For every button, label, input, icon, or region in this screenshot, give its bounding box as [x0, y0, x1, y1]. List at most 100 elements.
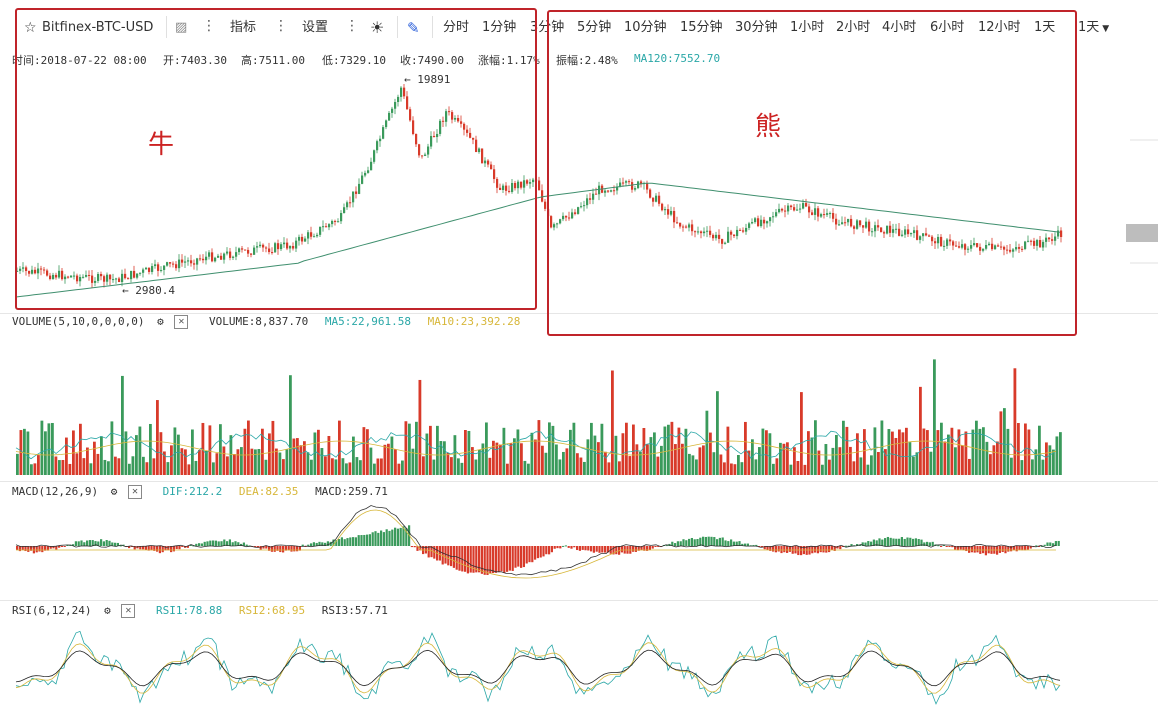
candle-body: [283, 242, 286, 245]
volume-bar: [219, 424, 222, 475]
volume-bar: [236, 449, 240, 475]
macd-bar: [548, 546, 551, 555]
candle-body: [745, 227, 748, 232]
right-axis: [1126, 139, 1158, 264]
candle-body: [661, 203, 664, 211]
candle-body: [457, 117, 460, 122]
interval-4h[interactable]: 4小时: [882, 20, 917, 35]
volume-bar: [572, 422, 576, 475]
interval-1d[interactable]: 1天: [1034, 20, 1056, 35]
macd-bar: [326, 541, 329, 546]
macd-bar: [679, 541, 682, 546]
interval-dropdown[interactable]: 1天 ▼: [1078, 10, 1109, 46]
candle-body: [385, 120, 388, 128]
candle-body: [439, 120, 442, 134]
candle-body: [322, 226, 325, 228]
gear-icon[interactable]: ⚙: [110, 485, 118, 498]
volume-bar: [845, 426, 849, 475]
volume-bar: [289, 375, 292, 475]
theme-sun-icon[interactable]: ☀: [370, 18, 385, 37]
settings-button[interactable]: 设置: [302, 20, 329, 35]
volume-bar: [933, 359, 936, 475]
macd-bar: [724, 540, 727, 546]
candle-body: [460, 121, 463, 124]
rsi1-value: RSI1:78.88: [155, 604, 223, 617]
candle-body: [1045, 237, 1048, 242]
more-icon[interactable]: ⋮: [345, 18, 359, 34]
indicators-button[interactable]: 指标: [230, 20, 257, 35]
gear-icon[interactable]: ⚙: [157, 315, 164, 328]
candle-body: [652, 197, 655, 202]
macd-bar: [220, 541, 223, 546]
macd-bar: [892, 538, 895, 546]
star-icon[interactable]: ☆: [24, 20, 37, 36]
macd-bar: [44, 546, 47, 551]
macd-bar: [24, 546, 27, 552]
macd-bar: [1010, 546, 1013, 552]
macd-bar: [912, 538, 915, 546]
candle-body: [733, 234, 736, 237]
candle-body: [550, 216, 553, 228]
macd-bar: [788, 546, 791, 552]
volume-bar: [922, 428, 926, 475]
volume-bar: [831, 447, 835, 475]
close-icon[interactable]: ✕: [121, 604, 136, 618]
close-icon[interactable]: ✕: [127, 485, 142, 499]
volume-bar: [166, 462, 170, 475]
macd-bar: [254, 546, 257, 548]
interval-1h[interactable]: 1小时: [790, 20, 825, 35]
interval-15m[interactable]: 15分钟: [680, 20, 723, 35]
candle-body: [481, 148, 484, 164]
candle-body: [508, 190, 511, 192]
macd-bar: [167, 546, 170, 551]
volume-bar: [954, 447, 957, 475]
interval-12h[interactable]: 12小时: [978, 20, 1021, 35]
macd-bar: [268, 546, 271, 551]
macd-bar: [343, 539, 346, 546]
candle-body: [874, 225, 877, 232]
macd-bar: [945, 546, 948, 547]
gear-icon[interactable]: ⚙: [104, 604, 111, 617]
candle-body: [274, 243, 277, 253]
volume-bar: [681, 443, 684, 475]
candle-body: [955, 245, 958, 247]
interval-timeshare[interactable]: 分时: [443, 20, 470, 35]
volume-bar: [492, 440, 495, 475]
volume-bar: [1052, 449, 1055, 475]
volume-bar: [173, 427, 177, 475]
macd-bar: [189, 544, 192, 546]
interval-10m[interactable]: 10分钟: [624, 20, 667, 35]
candle-body: [676, 222, 679, 224]
volume-bar: [558, 459, 562, 475]
candle-body: [739, 229, 742, 231]
interval-1m[interactable]: 1分钟: [482, 20, 517, 35]
volume-bar: [908, 442, 912, 475]
volume-bar: [107, 461, 110, 475]
interval-2h[interactable]: 2小时: [836, 20, 871, 35]
macd-bar: [822, 546, 825, 553]
candle-body: [127, 278, 130, 280]
candle-body: [403, 87, 406, 97]
interval-5m[interactable]: 5分钟: [577, 20, 612, 35]
macd-bar: [88, 540, 91, 546]
macd-bar: [900, 537, 903, 546]
candle-body: [100, 273, 103, 277]
close-icon[interactable]: ✕: [174, 315, 189, 329]
interval-30m[interactable]: 30分钟: [735, 20, 778, 35]
volume-bar: [593, 435, 597, 475]
macd-bar: [30, 546, 33, 551]
macd-bar: [1043, 544, 1046, 546]
volume-legend: VOLUME(5,10,0,0,0,0) ⚙ ✕ VOLUME:8,837.70…: [12, 315, 520, 329]
volume-bar: [278, 452, 282, 475]
compare-icon[interactable]: ▨: [175, 20, 188, 35]
macd-bar: [200, 543, 203, 546]
macd-bar: [385, 529, 388, 546]
draw-pen-icon[interactable]: ✎: [407, 19, 420, 37]
interval-6h[interactable]: 6小时: [930, 20, 965, 35]
more-icon[interactable]: ⋮: [202, 18, 216, 34]
candle-body: [427, 146, 430, 155]
volume-bar: [688, 453, 691, 475]
macd-bar: [867, 541, 870, 546]
more-icon[interactable]: ⋮: [274, 18, 288, 34]
